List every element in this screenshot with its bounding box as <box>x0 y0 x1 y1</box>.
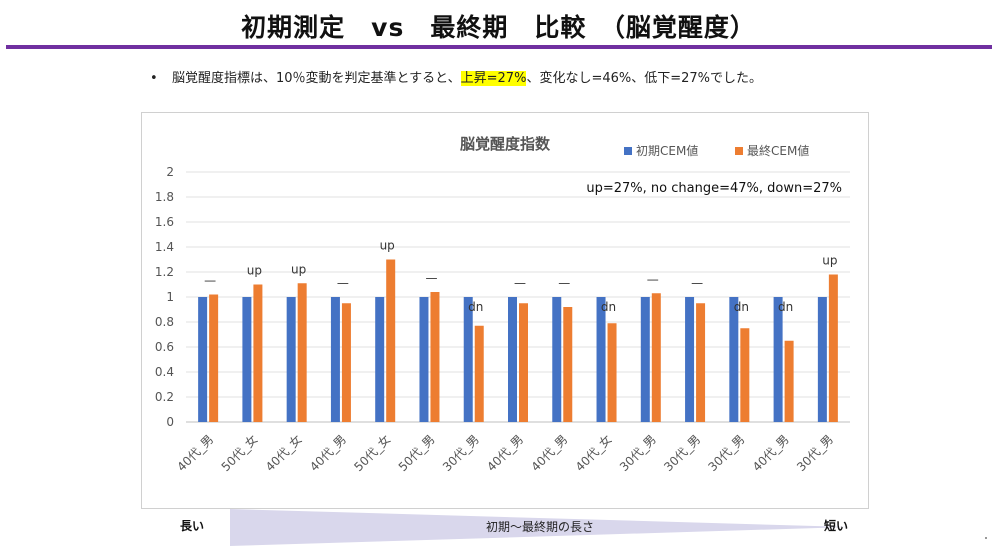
x-tick-label: 40代_男 <box>528 432 570 474</box>
bar-initial <box>375 297 385 422</box>
bar-initial <box>552 297 562 422</box>
bullet-text-before: 脳覚醒度指標は、10％変動を判定基準とすると、 <box>172 71 461 86</box>
x-tick-label: 40代_男 <box>750 432 792 474</box>
bar-initial <box>729 297 739 422</box>
x-tick-label: 50代_女 <box>218 432 261 475</box>
bar-initial <box>640 297 650 422</box>
chart-title: 脳覚醒度指数 <box>460 135 551 153</box>
x-tick-label: 50代_男 <box>396 432 438 474</box>
duration-arrow: 初期～最終期の長さ <box>230 509 850 546</box>
bar-change-label: dn <box>468 300 483 314</box>
x-tick-label: 40代_男 <box>307 432 349 474</box>
bar-change-label: up <box>380 239 395 253</box>
bar-final <box>563 307 573 422</box>
bar-change-label: up <box>247 264 262 278</box>
y-tick-label: 0.6 <box>155 340 174 354</box>
bar-change-label: — <box>558 276 570 290</box>
chart-frame: 脳覚醒度指数 初期CEM値 最終CEM値 up=27%, no change=4… <box>141 112 869 509</box>
x-tick-label: 30代_男 <box>661 432 703 474</box>
bar-final <box>519 303 528 422</box>
bar-initial <box>286 297 296 422</box>
bar-initial <box>508 297 517 422</box>
bullet-text-after: 、変化なし=46%、低下=27%でした。 <box>526 71 763 86</box>
title-divider <box>6 45 992 49</box>
bar-final <box>828 274 838 422</box>
bar-change-label: dn <box>601 300 616 314</box>
x-tick-label: 40代_女 <box>572 432 615 475</box>
y-tick-label: 1.6 <box>155 215 174 229</box>
bar-initial <box>330 297 340 422</box>
bar-final <box>740 328 750 422</box>
bar-initial <box>198 297 208 422</box>
bar-initial <box>419 297 429 422</box>
chart-annotation: up=27%, no change=47%, down=27% <box>586 181 842 196</box>
y-axis: 0 0.2 0.4 0.6 0.8 1 1.2 1.4 1.6 1.8 2 <box>155 165 174 429</box>
bottom-left-label: 長い <box>180 519 205 533</box>
bar-final <box>607 323 617 422</box>
x-tick-label: 30代_男 <box>440 432 482 474</box>
y-tick-label: 1 <box>166 290 174 304</box>
y-tick-label: 1.8 <box>155 190 174 204</box>
bar-initial <box>242 297 252 422</box>
bullet-marker: • <box>150 71 158 86</box>
slide-title: 初期測定 vs 最終期 比較 （脳覚醒度） <box>241 13 756 42</box>
bar-final <box>430 292 440 422</box>
legend-swatch-initial <box>624 147 632 155</box>
x-tick-label: 40代_女 <box>262 432 305 475</box>
legend-label-final: 最終CEM値 <box>747 143 809 158</box>
bar-change-label: — <box>337 276 349 290</box>
bar-final <box>209 294 219 422</box>
bar-initial <box>596 297 606 422</box>
bar-initial <box>817 297 827 422</box>
x-tick-label: 30代_男 <box>617 432 659 474</box>
x-axis: 40代_男 50代_女 40代_女 40代_男 50代_女 50代_男 30代_男 40代_男… <box>174 432 836 475</box>
bar-final <box>784 340 794 422</box>
bar-change-label: dn <box>734 300 749 314</box>
duration-label: 初期～最終期の長さ <box>485 520 594 534</box>
arrow-shape <box>230 509 850 546</box>
x-tick-label: 40代_男 <box>174 432 216 474</box>
bar-chart: 脳覚醒度指数 初期CEM値 最終CEM値 up=27%, no change=4… <box>155 135 850 475</box>
bar-change-label: — <box>647 272 659 286</box>
y-tick-label: 1.4 <box>155 240 174 254</box>
bar-labels: — up up — up — dn — — dn — — dn dn up <box>204 239 837 315</box>
x-tick-label: 40代_男 <box>484 432 526 474</box>
x-tick-label: 50代_女 <box>351 432 394 475</box>
y-tick-label: 0.2 <box>155 390 174 404</box>
bar-final <box>651 293 661 422</box>
bar-initial <box>773 297 783 422</box>
gridlines <box>186 171 850 423</box>
y-tick-label: 0.4 <box>155 365 174 379</box>
y-tick-label: 0.8 <box>155 315 174 329</box>
bar-final <box>253 284 263 422</box>
y-tick-label: 1.2 <box>155 265 174 279</box>
bar-change-label: — <box>514 276 526 290</box>
bar-initial <box>685 297 695 422</box>
x-tick-label: 30代_男 <box>794 432 836 474</box>
bar-change-label: — <box>204 274 216 288</box>
y-tick-label: 0 <box>166 415 174 429</box>
bar-final <box>474 325 484 422</box>
bar-change-label: — <box>425 271 437 285</box>
bar-final <box>341 303 351 422</box>
y-tick-label: 2 <box>166 165 174 179</box>
bar-change-label: dn <box>778 300 793 314</box>
page-marker <box>985 537 987 539</box>
bar-final <box>297 283 307 422</box>
bottom-right-label: 短い <box>824 519 849 533</box>
legend-label-initial: 初期CEM値 <box>636 143 698 158</box>
bullet-highlight: 上昇=27% <box>460 71 527 86</box>
bar-initial <box>463 297 473 422</box>
legend: 初期CEM値 最終CEM値 <box>624 143 809 158</box>
bar-change-label: — <box>691 276 703 290</box>
legend-swatch-final <box>735 147 743 155</box>
bar-change-label: up <box>291 262 306 276</box>
bar-change-label: up <box>822 254 837 268</box>
bar-final <box>386 259 396 422</box>
summary-bullet: • 脳覚醒度指標は、10％変動を判定基準とすると、上昇=27%、変化なし=46%、… <box>150 67 762 86</box>
bars <box>198 259 838 422</box>
bar-final <box>696 303 706 422</box>
x-tick-label: 30代_男 <box>706 432 748 474</box>
